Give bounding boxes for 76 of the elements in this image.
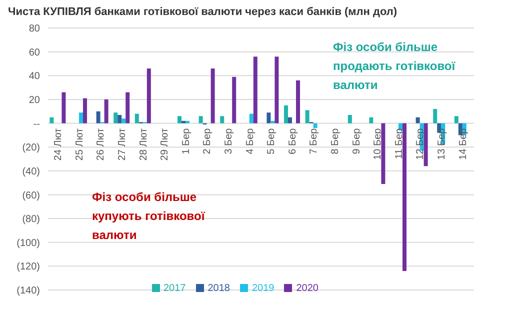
y-tick-label: (80) (22, 214, 40, 226)
bar (220, 116, 224, 124)
x-tick-label: 1 Бер (180, 128, 192, 154)
bar (114, 112, 118, 124)
y-tick-label: (140) (16, 286, 40, 297)
x-tick-label: 8 Бер (330, 128, 342, 154)
x-tick-label: 3 Бер (224, 128, 235, 154)
y-tick-label: 20 (28, 95, 40, 106)
bar (305, 110, 310, 124)
bar (126, 92, 130, 124)
bar (402, 123, 407, 271)
x-tick-label: 10 Бер (372, 128, 384, 160)
x-tick-label: 7 Бер (308, 128, 320, 154)
bar (249, 114, 254, 124)
y-tick-label: 80 (28, 24, 40, 35)
x-tick-label: 28 Лют (138, 128, 150, 161)
bar (348, 114, 352, 124)
bar (186, 120, 190, 124)
bar (454, 116, 458, 124)
y-tick-label: 60 (28, 47, 40, 58)
bar (266, 112, 271, 124)
bar (433, 108, 438, 124)
chart-title: Чиста КУПІВЛЯ банками готівкової валюти через каси банків (млн дол) (8, 6, 398, 18)
bar (96, 111, 100, 124)
x-tick-label: 24 Лют (53, 128, 64, 161)
bar (424, 123, 428, 166)
x-tick-label: 12 Бер (415, 128, 426, 160)
bar (232, 76, 236, 124)
x-tick-label: 4 Бер (244, 128, 256, 154)
x-tick-label: 25 Лют (74, 128, 86, 161)
bar (118, 114, 122, 124)
bar (104, 99, 108, 124)
bar (274, 56, 279, 124)
bar (270, 120, 275, 124)
y-tick-label: (100) (16, 238, 40, 249)
y-tick-label: -- (33, 118, 40, 130)
bar (79, 112, 84, 124)
bar (284, 105, 288, 124)
bar (182, 120, 186, 124)
bar (313, 123, 318, 128)
x-tick-label: 5 Бер (266, 128, 278, 154)
x-tick-label: 14 Бер (458, 128, 469, 160)
bar (296, 80, 300, 124)
bar (62, 92, 66, 124)
annotation: Фіз особи більше купують готівкової валюти (92, 189, 206, 244)
bar (198, 116, 203, 124)
x-tick-label: 29 Лют (160, 128, 171, 161)
legend-label: 2017 (164, 283, 186, 294)
x-tick-label: 27 Лют (117, 128, 128, 161)
legend-label: 2019 (252, 283, 274, 294)
bar (288, 117, 292, 124)
legend-label: 2020 (296, 283, 318, 294)
bar (50, 117, 54, 124)
bar (210, 68, 215, 124)
x-tick-label: 11 Бер (394, 128, 405, 160)
bar (381, 123, 386, 184)
y-tick-label: 40 (28, 71, 40, 82)
y-tick-label: (40) (22, 166, 40, 178)
bar (416, 117, 420, 124)
x-tick-label: 26 Лют (96, 128, 107, 161)
y-tick-label: (120) (16, 262, 40, 273)
bar (122, 118, 126, 124)
x-tick-label: 2 Бер (202, 128, 214, 154)
bar (369, 117, 374, 124)
bar (134, 114, 139, 124)
y-tick-label: (20) (22, 142, 40, 154)
legend-label: 2018 (208, 283, 230, 294)
bar (178, 116, 182, 124)
bar (83, 98, 88, 124)
x-tick-label: 9 Бер (351, 128, 362, 154)
annotation: Фіз особи більше продають готівкової валюти (333, 39, 456, 94)
y-tick-label: (60) (22, 190, 40, 202)
bar (253, 56, 258, 124)
bar (146, 68, 151, 124)
x-tick-label: 13 Бер (436, 128, 448, 160)
x-tick-label: 6 Бер (287, 128, 298, 154)
